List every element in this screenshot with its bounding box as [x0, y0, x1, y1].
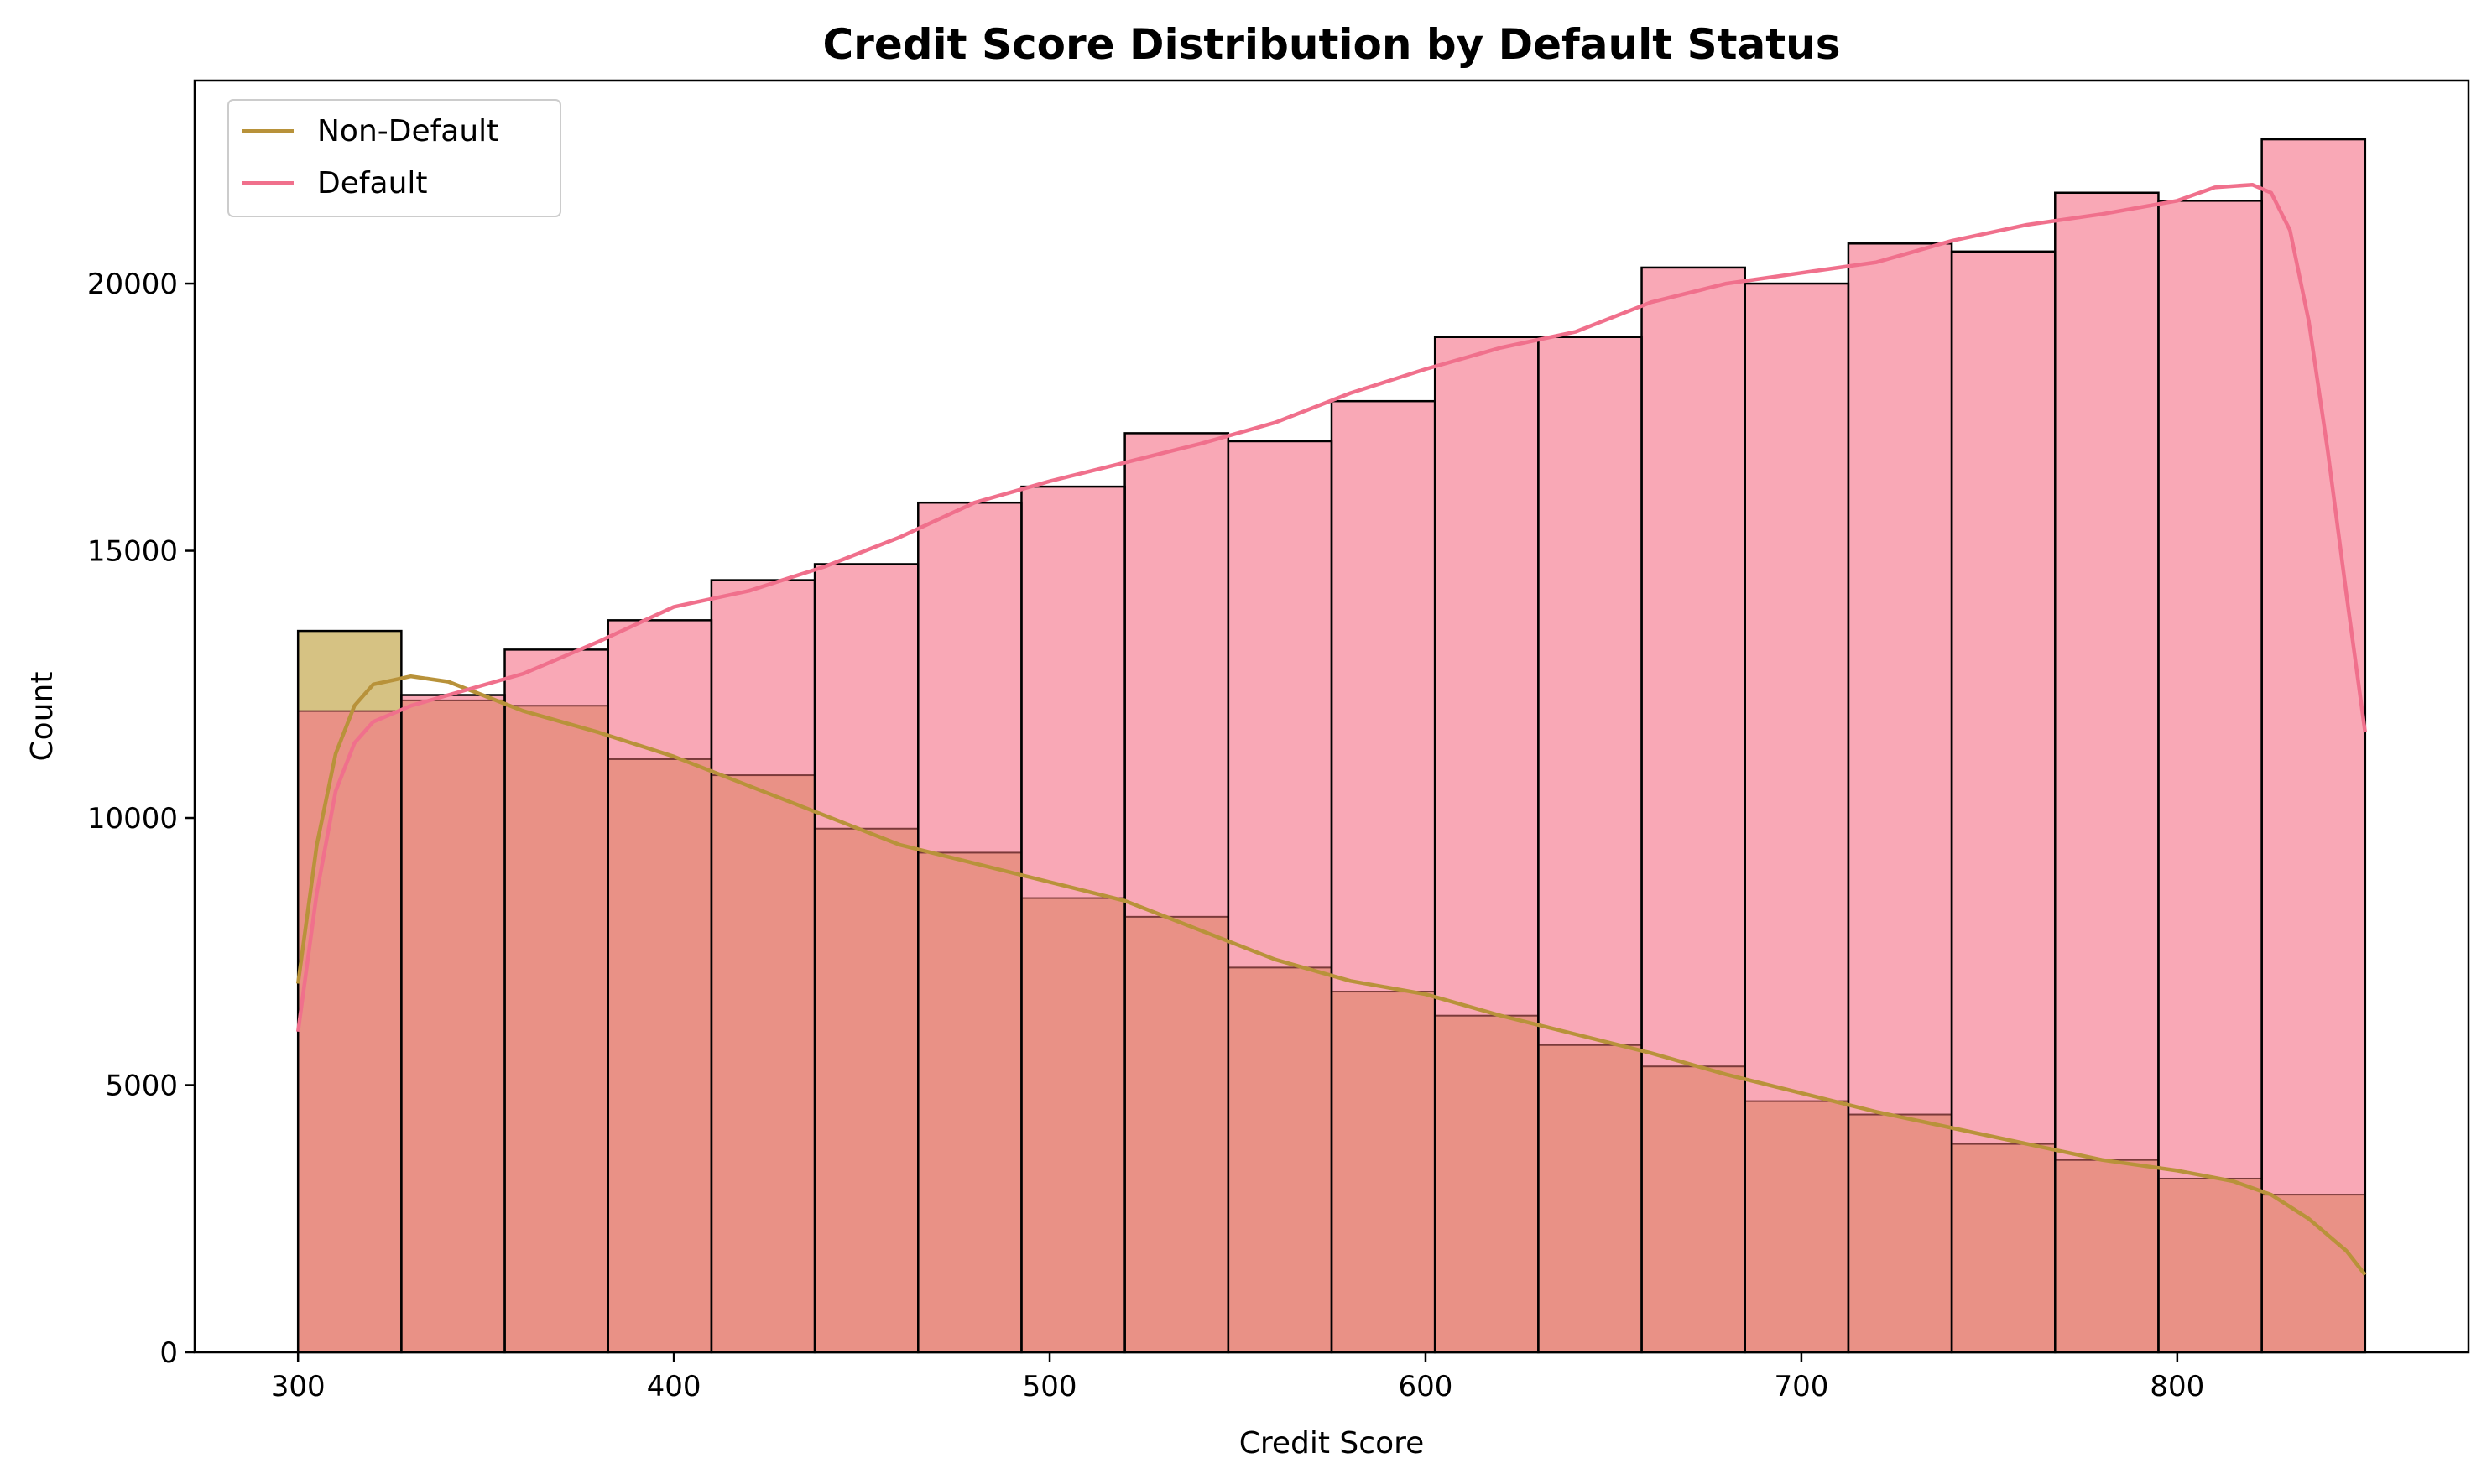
histogram-bin — [2158, 200, 2262, 1352]
x-tick-label: 500 — [1023, 1370, 1077, 1403]
histogram-bin — [401, 695, 505, 1352]
histogram-bin — [1641, 267, 1745, 1352]
bar-overlap-segment — [1538, 1044, 1642, 1352]
x-tick-label: 300 — [271, 1370, 326, 1403]
bar-overlap-segment — [2261, 1195, 2365, 1352]
histogram-bin — [607, 620, 712, 1352]
bar-overlap-segment — [607, 758, 712, 1352]
histogram-bin — [1744, 284, 1848, 1352]
bar-overlap-segment — [1744, 1101, 1848, 1352]
bar-overlap-segment — [401, 700, 505, 1352]
bar-upper-segment — [1021, 487, 1125, 898]
bar-overlap-segment — [1228, 967, 1332, 1352]
bar-upper-segment — [918, 502, 1022, 853]
legend-box — [227, 99, 561, 217]
y-tick-label: 5000 — [105, 1070, 178, 1103]
histogram-bin — [504, 649, 608, 1352]
histogram-bin — [1124, 433, 1228, 1352]
bar-upper-segment — [1124, 433, 1228, 917]
histogram-bin — [1332, 401, 1436, 1352]
bar-upper-segment — [1435, 336, 1539, 1016]
histogram-bin — [1952, 251, 2056, 1352]
bar-upper-segment — [1228, 440, 1332, 968]
bar-overlap-segment — [1124, 916, 1228, 1352]
bar-upper-segment — [2055, 192, 2159, 1160]
bar-upper-segment — [1952, 251, 2056, 1144]
bar-upper-segment — [401, 695, 505, 700]
bar-overlap-segment — [1952, 1143, 2056, 1352]
bar-upper-segment — [1538, 336, 1642, 1045]
x-tick-label: 600 — [1399, 1370, 1453, 1403]
bar-overlap-segment — [504, 706, 608, 1352]
kde-line-default — [295, 182, 2368, 1033]
bar-upper-segment — [711, 580, 816, 776]
bar-overlap-segment — [815, 828, 919, 1352]
histogram-bin — [2055, 192, 2159, 1352]
x-axis-title: Credit Score — [1239, 1426, 1425, 1461]
histogram-bin — [1228, 440, 1332, 1352]
legend-label-default: Default — [317, 166, 428, 200]
bar-upper-segment — [1332, 401, 1436, 992]
y-axis-title: Count — [25, 672, 60, 762]
bar-upper-segment — [815, 564, 919, 829]
legend-label-non-default: Non-Default — [317, 114, 498, 148]
y-tick-label: 20000 — [87, 268, 178, 301]
x-tick-label: 400 — [647, 1370, 701, 1403]
histogram-bin — [298, 631, 402, 1352]
bar-overlap-segment — [918, 852, 1022, 1352]
bar-upper-segment — [2261, 139, 2365, 1195]
bar-overlap-segment — [1021, 898, 1125, 1352]
bar-overlap-segment — [1435, 1015, 1539, 1352]
histogram-bin — [1538, 336, 1642, 1352]
y-axis: 0 5000 10000 15000 20000 — [87, 268, 195, 1370]
x-axis: 300 400 500 600 700 800 — [271, 1352, 2204, 1403]
bar-upper-segment — [1744, 284, 1848, 1101]
bar-upper-segment — [1848, 243, 1952, 1115]
kde-line-non-default — [295, 674, 2367, 1276]
y-tick-label: 15000 — [87, 535, 178, 569]
bar-upper-segment — [2158, 200, 2262, 1179]
legend: Non-Default Default — [227, 99, 561, 217]
bar-overlap-segment — [2055, 1159, 2159, 1352]
bar-overlap-segment — [1332, 992, 1436, 1352]
bar-upper-segment — [607, 620, 712, 759]
plot-area — [295, 138, 2368, 1354]
histogram-bin — [711, 580, 816, 1352]
axes-frame — [193, 79, 2470, 1354]
y-tick-label: 0 — [159, 1336, 178, 1370]
histogram-bin — [918, 502, 1022, 1352]
histogram-bin — [1848, 243, 1952, 1352]
x-tick-label: 800 — [2150, 1370, 2204, 1403]
bar-overlap-segment — [1641, 1066, 1745, 1352]
chart-title: Credit Score Distribution by Default Sta… — [822, 20, 1840, 69]
bar-overlap-segment — [1848, 1114, 1952, 1352]
x-tick-label: 700 — [1774, 1370, 1828, 1403]
histogram-bin — [1435, 336, 1539, 1352]
bar-upper-segment — [298, 631, 402, 711]
histogram-bin — [815, 564, 919, 1352]
bar-upper-segment — [1641, 267, 1745, 1067]
bar-overlap-segment — [2158, 1178, 2262, 1352]
y-tick-label: 10000 — [87, 802, 178, 836]
bar-overlap-segment — [298, 711, 402, 1352]
bar-overlap-segment — [711, 775, 816, 1352]
histogram-bin — [2261, 139, 2365, 1352]
histogram-bin — [1021, 487, 1125, 1352]
